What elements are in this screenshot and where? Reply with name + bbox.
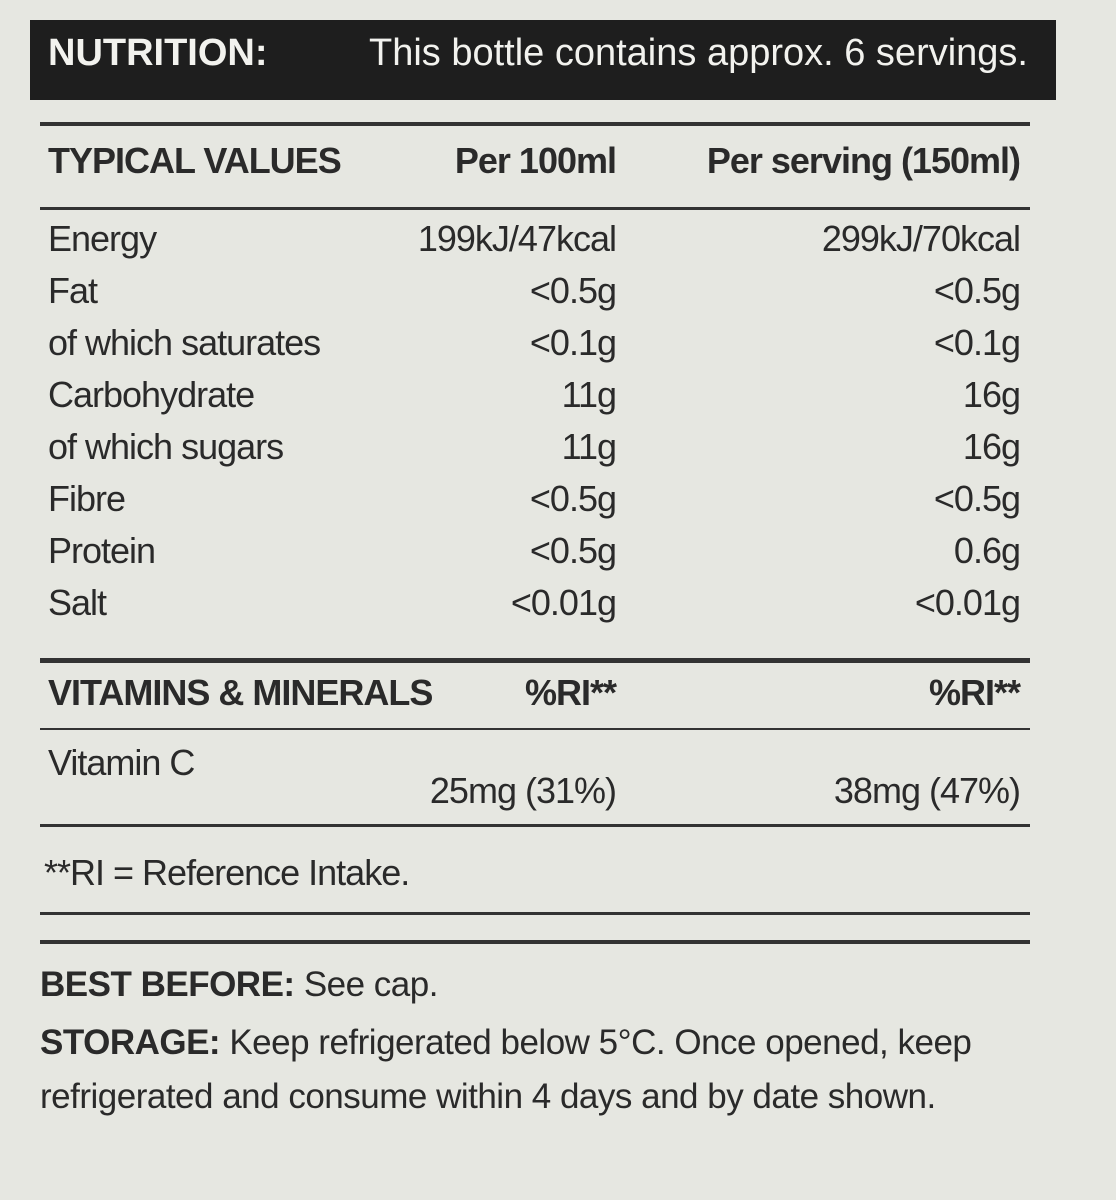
row-value: Per serving (150ml) xyxy=(706,140,1021,181)
row-label: of which saturates xyxy=(48,322,321,363)
row-label: Salt xyxy=(48,582,107,623)
row-label: Vitamin C xyxy=(48,742,195,783)
rule xyxy=(40,912,1030,915)
row-label: Fat xyxy=(48,270,98,311)
row-label: of which sugars xyxy=(48,426,284,467)
storage-text: Keep refrigerated below 5°C. Once opened… xyxy=(40,1023,972,1116)
row-label: Fibre xyxy=(48,478,126,519)
row-value: <0.1g xyxy=(529,322,617,363)
row-value: <0.5g xyxy=(933,478,1021,519)
row-value: 299kJ/70kcal xyxy=(821,218,1021,259)
rule xyxy=(40,940,1030,944)
row-value: 199kJ/47kcal xyxy=(417,218,617,259)
best-before-label: BEST BEFORE: xyxy=(40,965,295,1004)
storage-label: STORAGE: xyxy=(40,1023,221,1062)
header-left: NUTRITION: xyxy=(48,32,268,74)
row-value: <0.1g xyxy=(933,322,1021,363)
best-before: BEST BEFORE: See cap. xyxy=(40,958,1040,1012)
header-right: This bottle contains approx. 6 servings. xyxy=(368,32,1028,74)
row-label: Protein xyxy=(48,530,156,571)
row-value: <0.5g xyxy=(529,530,617,571)
row-value: <0.01g xyxy=(914,582,1021,623)
row-label: Carbohydrate xyxy=(48,374,255,415)
row-value: <0.5g xyxy=(529,478,617,519)
rule xyxy=(40,728,1030,730)
row-value: %RI** xyxy=(524,672,617,713)
row-value: 11g xyxy=(561,374,617,415)
rule xyxy=(40,207,1030,210)
row-value: Per 100ml xyxy=(454,140,617,181)
row-label: VITAMINS & MINERALS xyxy=(48,672,433,713)
row-label: Energy xyxy=(48,218,157,259)
best-before-text: See cap. xyxy=(303,965,439,1004)
row-value: 11g xyxy=(561,426,617,467)
footnote: **RI = Reference Intake. xyxy=(44,852,410,893)
row-value: 38mg (47%) xyxy=(833,770,1021,811)
storage: STORAGE: Keep refrigerated below 5°C. On… xyxy=(40,1016,1040,1124)
header-bar xyxy=(30,20,1056,100)
row-value: <0.5g xyxy=(933,270,1021,311)
row-value: 16g xyxy=(962,374,1021,415)
row-value: <0.01g xyxy=(510,582,617,623)
row-label: TYPICAL VALUES xyxy=(48,140,342,181)
rule xyxy=(40,824,1030,827)
rule xyxy=(40,122,1030,126)
row-value: <0.5g xyxy=(529,270,617,311)
row-value: 0.6g xyxy=(953,530,1021,571)
rule xyxy=(40,658,1030,663)
row-value: 16g xyxy=(962,426,1021,467)
row-value: %RI** xyxy=(928,672,1021,713)
row-value: 25mg (31%) xyxy=(429,770,617,811)
